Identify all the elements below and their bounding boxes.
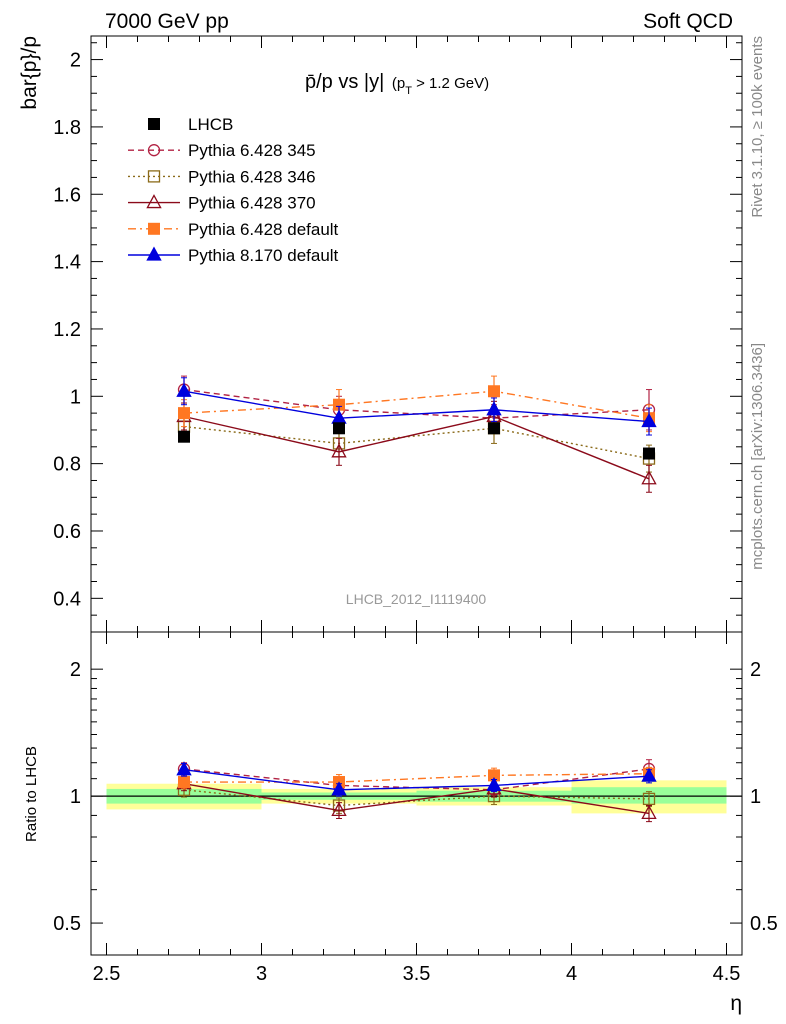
legend-marker xyxy=(146,246,162,261)
main-data-point xyxy=(331,443,347,458)
legend-label: LHCB xyxy=(188,115,233,134)
source-label: mcplots.cern.ch [arXiv:1306.3436] xyxy=(749,343,766,570)
xtick-label: 4.5 xyxy=(713,963,741,985)
xtick-label: 3.5 xyxy=(403,963,431,985)
legend-item: Pythia 6.428 default xyxy=(128,220,339,239)
main-title-cut-rest: > 1.2 GeV) xyxy=(412,75,489,92)
legend-label: Pythia 6.428 346 xyxy=(188,167,316,186)
main-series-line xyxy=(183,415,650,480)
main-data-point xyxy=(178,407,190,420)
main-data-point xyxy=(641,413,657,428)
main-data-point xyxy=(643,447,655,460)
ratio-ytick-label-right: 1 xyxy=(750,786,761,808)
ratio-data-point xyxy=(178,776,190,789)
main-data-point xyxy=(178,430,190,443)
main-series-pythia-6-428-370 xyxy=(176,400,657,493)
ratio-ytick-label-left: 1 xyxy=(70,786,81,808)
ratio-ytick-label-right: 2 xyxy=(750,659,761,681)
legend-item: Pythia 6.428 345 xyxy=(128,141,316,160)
legend-label: Pythia 6.428 370 xyxy=(188,194,316,213)
legend-label: Pythia 8.170 default xyxy=(188,246,339,265)
ratio-uncertainty-bands xyxy=(106,780,727,814)
main-series-pythia-6-428-345 xyxy=(177,375,656,433)
main-title: p̄/p vs |y| (pT > 1.2 GeV) xyxy=(305,71,489,97)
main-y-axis-label: bar{p}/p xyxy=(18,36,41,110)
ratio-series-pythia-8-170-default xyxy=(176,761,657,797)
main-ytick-label: 1.8 xyxy=(53,117,81,139)
header-right-label: Soft QCD xyxy=(643,10,733,33)
main-data-point xyxy=(176,382,192,397)
ratio-data-point xyxy=(331,801,347,816)
main-series-pythia-8-170-default xyxy=(176,377,657,436)
legend-item: LHCB xyxy=(148,115,233,134)
ratio-ytick-label-left: 2 xyxy=(70,659,81,681)
main-data-point xyxy=(488,422,500,435)
main-ytick-label: 1.6 xyxy=(53,184,81,206)
main-data-point xyxy=(486,401,502,416)
legend-marker xyxy=(147,144,161,157)
ratio-data-point xyxy=(641,767,657,782)
ratio-y-axis-label: Ratio to LHCB xyxy=(23,746,40,842)
main-title-cut-sub: T xyxy=(405,85,412,97)
x-axis-label: η xyxy=(730,992,742,1015)
main-series-layer xyxy=(176,375,657,493)
main-data-point xyxy=(333,422,345,435)
legend-marker xyxy=(148,118,160,130)
legend-label: Pythia 6.428 default xyxy=(188,220,339,239)
ratio-ytick-label-left: 0.5 xyxy=(53,913,81,935)
ratio-ytick-label-right: 0.5 xyxy=(750,913,778,935)
legend-marker xyxy=(148,222,160,235)
ratio-series-line xyxy=(183,783,650,815)
ratio-data-point xyxy=(331,781,347,796)
legend-item: Pythia 6.428 370 xyxy=(128,194,316,213)
legend-item: Pythia 8.170 default xyxy=(128,246,339,265)
main-ytick-label: 1.4 xyxy=(53,252,81,274)
ratio-series-line xyxy=(184,773,650,783)
main-data-point xyxy=(488,385,500,398)
legend-marker xyxy=(147,170,161,183)
ratio-data-point xyxy=(176,761,192,776)
analysis-label: LHCB_2012_I1119400 xyxy=(346,591,487,607)
xtick-label: 2.5 xyxy=(93,963,121,985)
ratio-data-point xyxy=(641,804,657,819)
main-title-cut-open: (p xyxy=(392,75,405,92)
main-series-line xyxy=(183,425,650,460)
legend-marker xyxy=(146,194,162,209)
main-series-lhcb xyxy=(178,422,655,460)
main-ytick-label: 1.2 xyxy=(53,319,81,341)
ratio-series-layer xyxy=(176,759,657,823)
rivet-label: Rivet 3.1.10, ≥ 100k events xyxy=(749,36,766,218)
main-series-line xyxy=(183,390,650,419)
legend-item: Pythia 6.428 346 xyxy=(128,167,316,186)
main-title-text: p̄/p vs |y| xyxy=(305,71,384,93)
xtick-label: 3 xyxy=(256,963,267,985)
main-ytick-label: 2 xyxy=(70,50,81,72)
ratio-data-point xyxy=(642,792,656,806)
main-ytick-label: 0.6 xyxy=(53,521,81,543)
legend: LHCB Pythia 6.428 345 Pythia 6.428 346 Pyth… xyxy=(128,115,339,265)
ratio-ticks: 0.5 0.5 1 1 2 2 2.5 3 3.5 4 4.5 xyxy=(53,36,778,985)
main-series-pythia-6-428-346 xyxy=(177,412,656,473)
main-series-line xyxy=(183,390,650,423)
legend-label: Pythia 6.428 345 xyxy=(188,141,316,160)
main-ticks: 0.4 0.6 0.8 1 1.2 1.4 1.6 1.8 2 xyxy=(53,42,742,616)
ratio-data-point xyxy=(486,776,502,792)
main-data-point xyxy=(641,470,657,485)
main-series-pythia-6-428-default xyxy=(178,375,655,433)
ratio-series-line xyxy=(183,769,650,791)
main-ytick-label: 1 xyxy=(70,386,81,408)
xtick-label: 4 xyxy=(566,963,577,985)
header-left-label: 7000 GeV pp xyxy=(105,10,229,33)
main-ytick-label: 0.8 xyxy=(53,454,81,476)
main-ytick-label: 0.4 xyxy=(53,588,81,610)
